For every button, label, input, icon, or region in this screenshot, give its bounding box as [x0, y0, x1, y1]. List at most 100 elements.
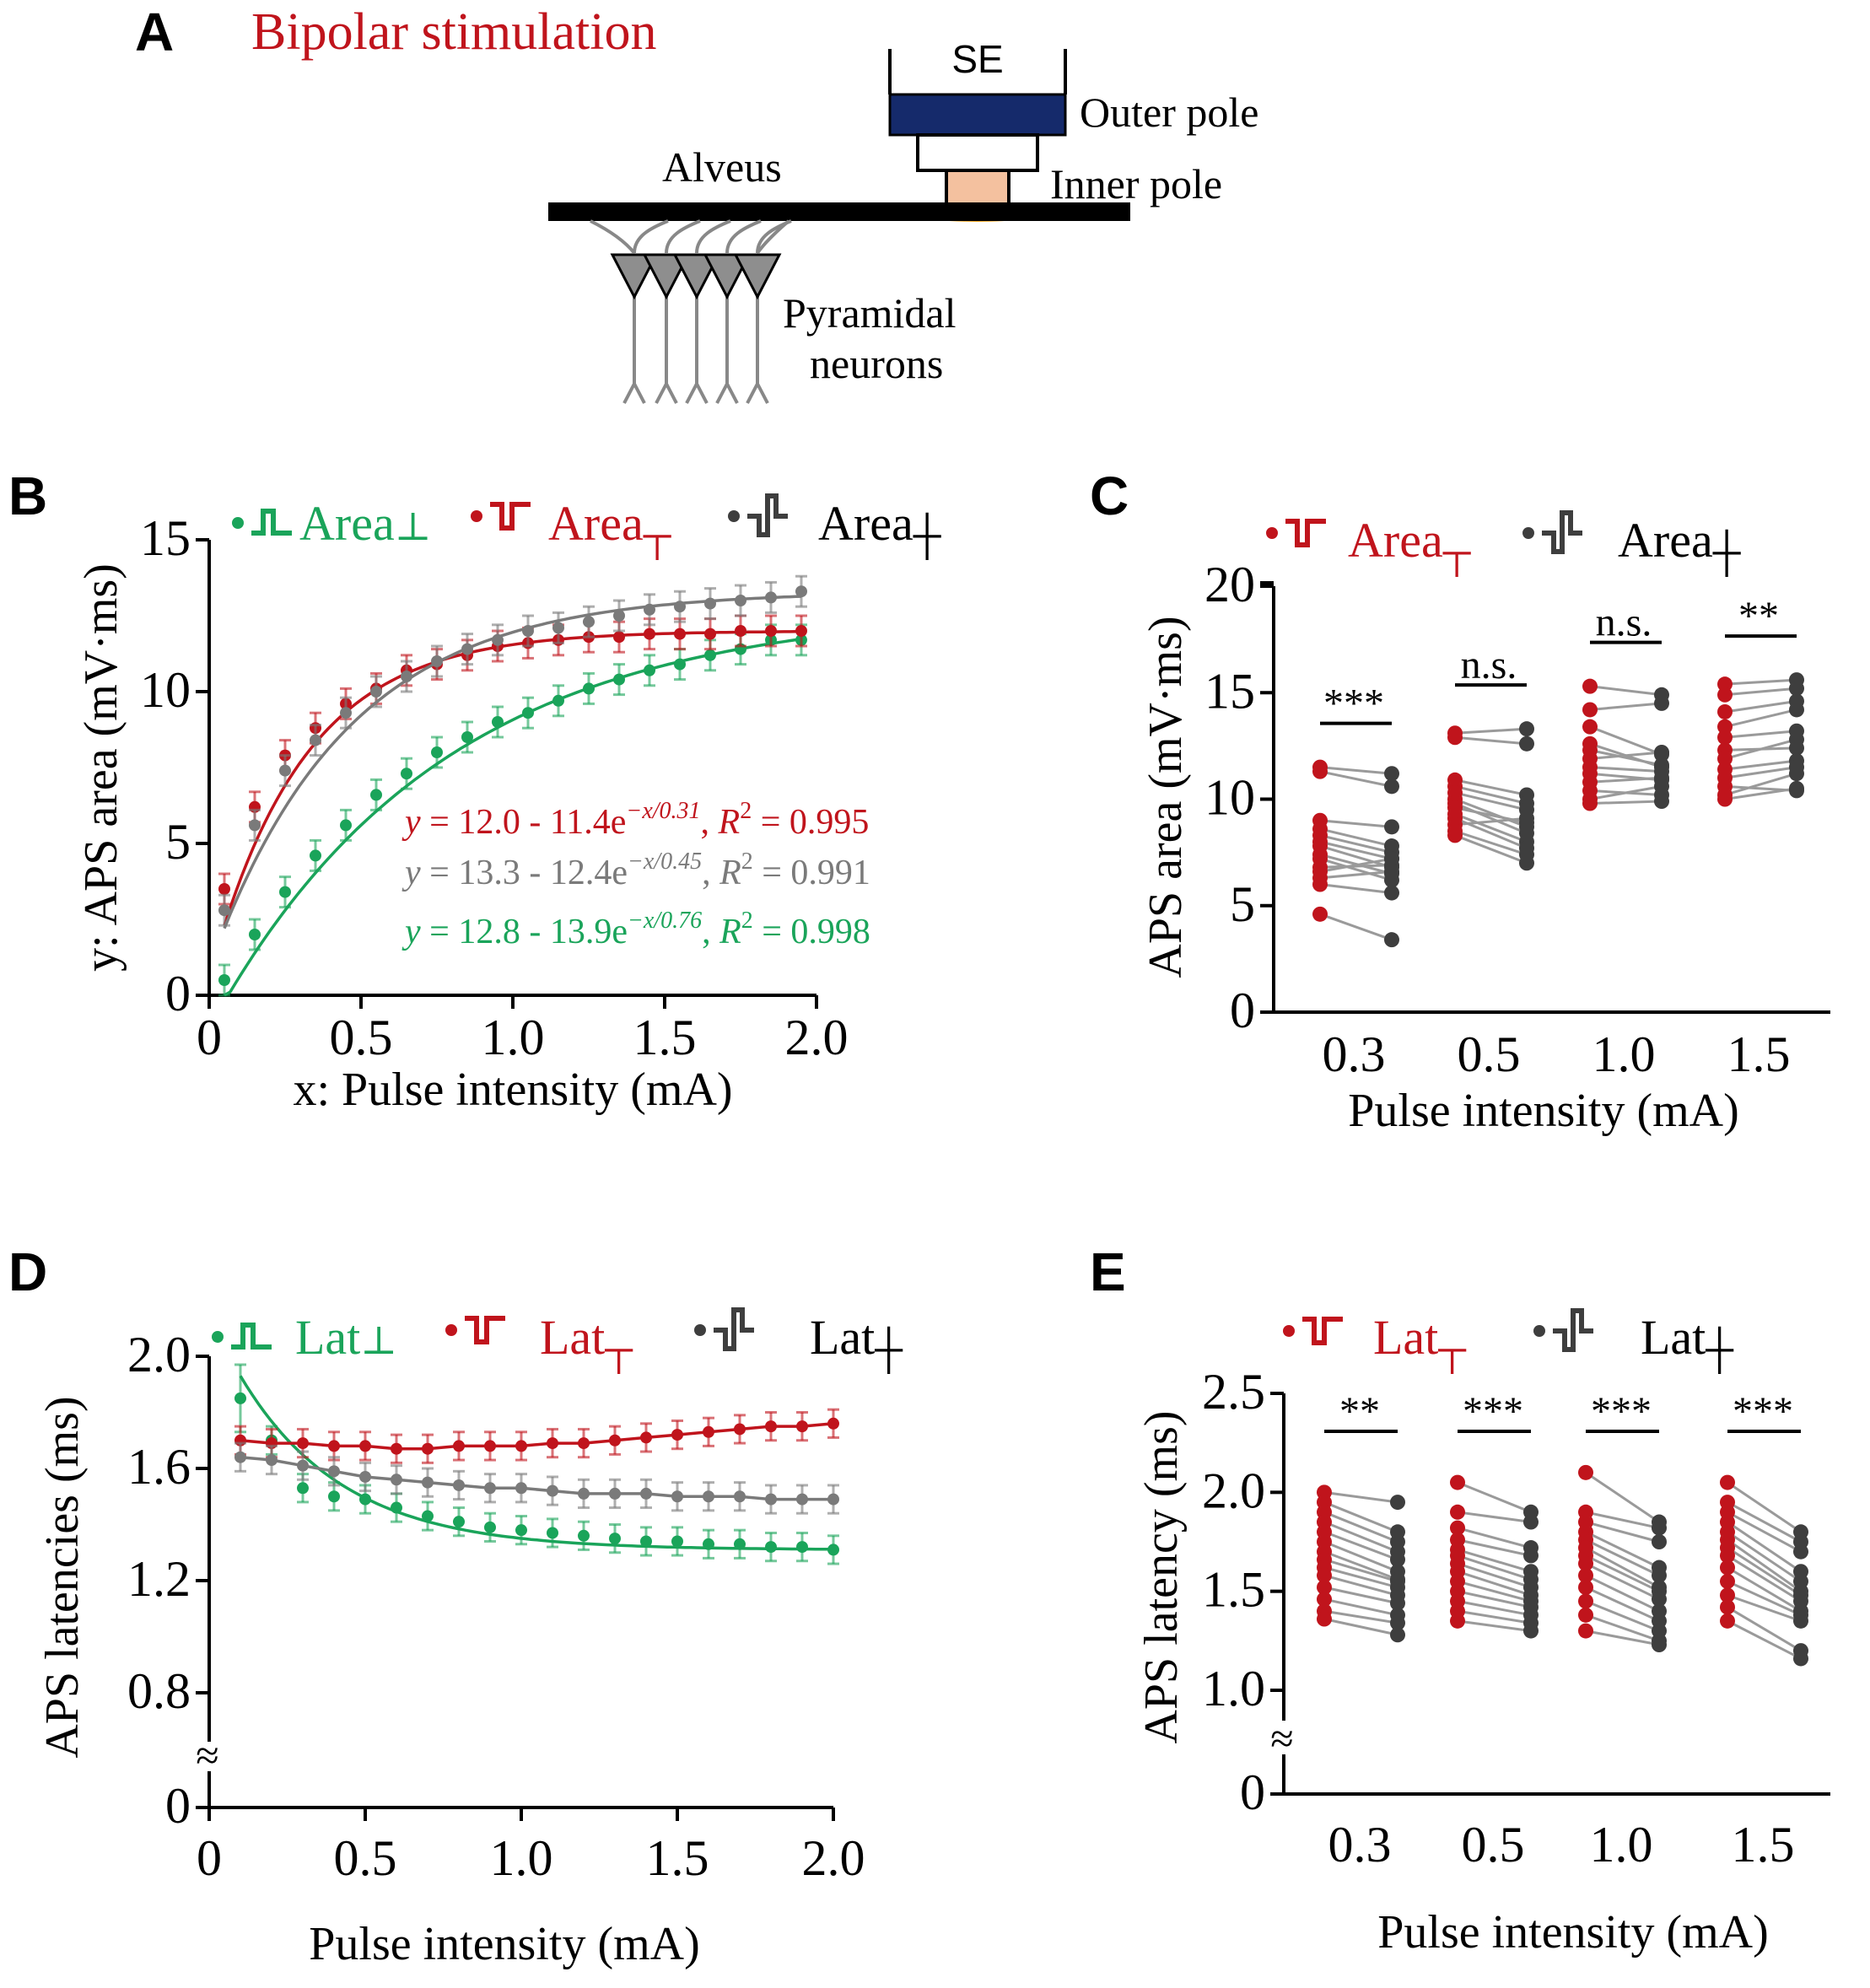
legend-pulse-icon	[231, 1323, 272, 1350]
legend-pulse-icon	[251, 509, 292, 536]
data-point	[765, 591, 777, 604]
y-axis-label: y: APS area (mV·ms)	[75, 563, 127, 972]
data-point	[609, 1533, 621, 1545]
pair-line	[1457, 1527, 1532, 1549]
dark-point	[1384, 778, 1399, 795]
data-point	[552, 622, 564, 634]
pair-line	[1589, 766, 1663, 773]
pair-group-0.5: n.s.	[1447, 643, 1534, 871]
neuron-axon	[665, 219, 701, 254]
neuron-dendrite-branch	[725, 383, 739, 404]
data-point	[583, 616, 595, 628]
y-tick-label: 1.0	[1202, 1661, 1265, 1716]
y-tick-label: 20	[1204, 557, 1255, 612]
x-tick-label: 1.5	[646, 1830, 709, 1886]
pair-line	[1454, 812, 1528, 843]
data-point	[613, 610, 625, 622]
pair-line	[1724, 787, 1797, 800]
pair-line	[1319, 844, 1393, 869]
panel-letter-d: D	[8, 1242, 47, 1302]
panel-a: A Bipolar stimulation SE Outer pole Inne…	[135, 2, 1258, 404]
data-point	[674, 658, 686, 671]
neuron-dendrite-branch	[756, 383, 769, 404]
pair-line	[1724, 687, 1797, 697]
panel-letter-e: E	[1090, 1242, 1126, 1302]
legend-label: Area┼	[1618, 513, 1742, 578]
dark-point	[1789, 766, 1804, 782]
red-point	[1720, 1613, 1735, 1629]
data-point	[391, 1501, 402, 1514]
legend-b: Area⊥ Area┬ Area┼	[232, 493, 942, 561]
fit-equation: y = 12.8 - 13.9e−x/0.76, R2 = 0.998	[401, 908, 870, 951]
red-point	[1578, 1623, 1593, 1639]
neuron-axon	[725, 219, 762, 254]
y-tick-label: 2.0	[1202, 1463, 1265, 1518]
pair-line	[1457, 1570, 1532, 1597]
data-point	[484, 1521, 496, 1533]
data-point	[422, 1442, 434, 1455]
data-point	[279, 764, 291, 777]
significance-label: **	[1738, 594, 1779, 638]
pair-line	[1457, 1580, 1532, 1603]
dark-point	[1384, 766, 1399, 782]
pair-line	[1724, 678, 1797, 686]
pair-line	[1585, 1554, 1660, 1593]
dark-point	[1384, 932, 1399, 948]
data-point	[640, 1487, 652, 1500]
neuron-axon	[695, 219, 731, 254]
y-tick-label: 10	[1204, 770, 1255, 826]
dark-point	[1519, 735, 1534, 752]
pair-line	[1724, 730, 1797, 739]
red-point	[1582, 795, 1598, 811]
pair-line	[1454, 829, 1528, 856]
data-point	[704, 649, 716, 661]
red-point	[1447, 730, 1463, 746]
data-point	[340, 819, 352, 832]
red-point	[1717, 730, 1733, 746]
pair-line	[1585, 1600, 1660, 1632]
neuron-dendrite-branch	[746, 383, 759, 404]
pair-group-1.5: ***	[1720, 1389, 1808, 1667]
dark-point	[1384, 864, 1399, 880]
dark-point	[1390, 1627, 1405, 1643]
neuron-dendrite-branch	[633, 383, 646, 404]
legend-label: Area⊥	[299, 496, 431, 551]
red-point	[1720, 1587, 1735, 1603]
data-point	[578, 1487, 590, 1500]
data-point	[671, 1429, 683, 1441]
data-point	[578, 1529, 590, 1542]
red-point	[1312, 876, 1328, 892]
neuron-soma	[703, 253, 752, 300]
pair-line	[1589, 776, 1663, 784]
legend-pulse-icon	[1542, 510, 1582, 554]
significance-label: n.s.	[1461, 643, 1517, 687]
legend-label: Area┼	[818, 496, 942, 561]
data-point	[609, 1487, 621, 1500]
data-point	[359, 1440, 371, 1452]
red-point	[1317, 1592, 1332, 1608]
x-tick-label: 1.0	[482, 1010, 545, 1065]
pair-line	[1319, 857, 1393, 873]
pair-line	[1589, 800, 1663, 805]
dark-point	[1793, 1544, 1808, 1560]
dark-point	[1654, 695, 1669, 711]
pair-line	[1585, 1530, 1660, 1569]
y-tick-label: 0.8	[127, 1663, 191, 1719]
pair-line	[1585, 1562, 1660, 1601]
red-point	[1317, 1579, 1332, 1595]
pair-line	[1585, 1511, 1660, 1530]
pair-line	[1323, 1530, 1398, 1561]
red-point	[1578, 1607, 1593, 1623]
legend-pulse-icon	[1285, 519, 1326, 547]
pair-line	[1454, 727, 1528, 735]
pair-line	[1454, 778, 1528, 796]
red-point	[1450, 1613, 1465, 1629]
pair-line	[1585, 1630, 1660, 1646]
red-point	[1582, 702, 1598, 718]
legend-label: Area┬	[1348, 513, 1472, 577]
data-point	[644, 664, 655, 676]
data-point	[734, 1423, 746, 1436]
dark-point	[1789, 780, 1804, 796]
data-point	[671, 1535, 683, 1548]
data-point	[328, 1440, 340, 1452]
